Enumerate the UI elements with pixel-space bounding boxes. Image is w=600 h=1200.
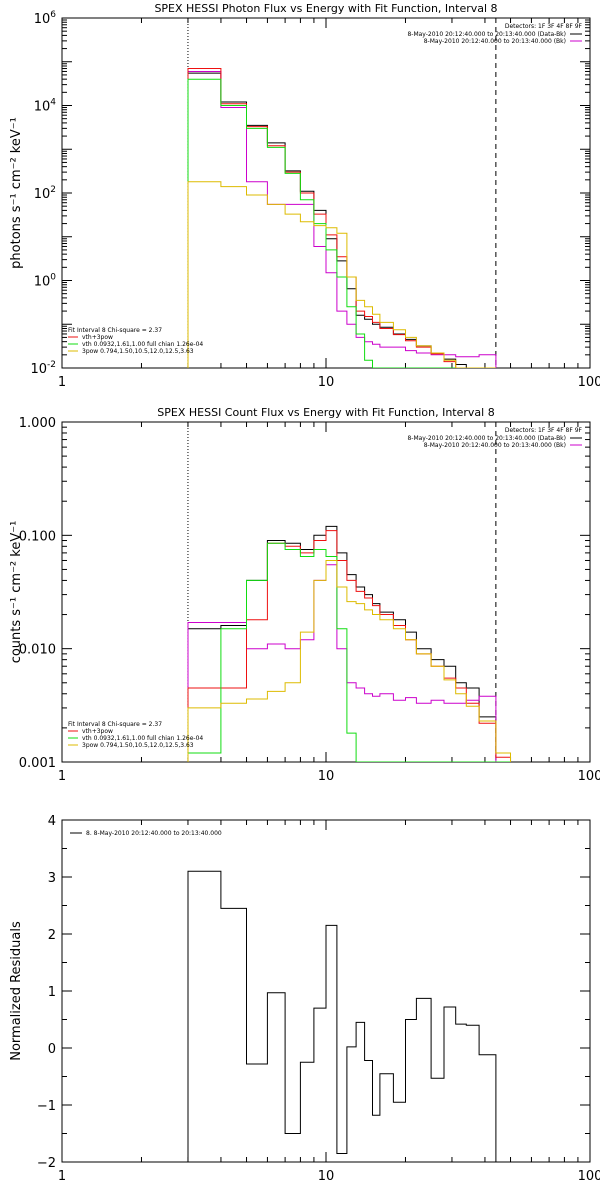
plot-area [187, 525, 511, 762]
y-tick-label: 0.010 [19, 643, 56, 658]
x-tick-label: 1 [58, 375, 66, 390]
x-tick-label: 1 [58, 1169, 66, 1184]
legend-fit-entry: 3pow 0.794,1.50,10.5,12.0,12.5,3.63 [82, 348, 194, 355]
x-tick-label: 100 [578, 769, 600, 784]
y-tick-label: 0.001 [19, 756, 56, 771]
y-tick-label: 4 [48, 814, 56, 829]
legend-entry: 8-May-2010 20:12:40.000 to 20:13:40.000 … [424, 442, 566, 449]
legend-entry: 8-May-2010 20:12:40.000 to 20:13:40.000 … [407, 31, 566, 38]
y-tick-label: −2 [37, 1156, 56, 1171]
legend-entry: 8. 8-May-2010 20:12:40.000 to 20:13:40.0… [86, 830, 222, 837]
series-line-data-bk [187, 525, 511, 762]
legend-fit-header: Fit Interval 8 Chi-square = 2.37 [68, 721, 162, 728]
x-tick-label: 100 [578, 1169, 600, 1184]
chart-title: SPEX HESSI Count Flux vs Energy with Fit… [157, 406, 494, 419]
legend-entry: 8-May-2010 20:12:40.000 to 20:13:40.000 … [407, 435, 566, 442]
series-line-3pow [187, 181, 496, 368]
x-tick-label: 10 [318, 375, 335, 390]
series-line-8-8-may-2010-20-12-40-000-to-20-13-40-000 [187, 870, 497, 1162]
y-axis-label: counts s⁻¹ cm⁻² keV⁻¹ [9, 521, 24, 664]
y-tick-label: 1 [48, 985, 56, 1000]
y-tick-label: 106 [34, 10, 57, 27]
legend-fit-header: Fit Interval 8 Chi-square = 2.37 [68, 327, 162, 334]
legend-fit-entry: 3pow 0.794,1.50,10.5,12.0,12.5,3.63 [82, 742, 194, 749]
y-tick-label: −1 [37, 1099, 56, 1114]
plot-area [187, 68, 497, 368]
count-flux-panel: SPEX HESSI Count Flux vs Energy with Fit… [9, 406, 600, 784]
series-line-bk [187, 564, 511, 762]
plot-area [187, 870, 497, 1162]
y-tick-label: 3 [48, 871, 56, 886]
y-axis-label: photons s⁻¹ cm⁻² keV⁻¹ [9, 117, 24, 269]
y-tick-label: 0 [48, 1042, 56, 1057]
chart-title: SPEX HESSI Photon Flux vs Energy with Fi… [154, 2, 497, 15]
y-tick-label: 104 [34, 98, 57, 115]
residuals-panel: 1 10 100 −2 −1 0 1 2 3 4 Normalized Residuals 8. 8-… [9, 814, 600, 1184]
legend-fit-entry: vth+3pow [82, 334, 113, 341]
photon-flux-panel: SPEX HESSI Photon Flux vs Energy with Fi… [9, 2, 600, 390]
legend-fit-entry: vth 0.0932,1.61,1.00 full chian 1.26e-04 [82, 341, 203, 348]
series-line-vth [187, 78, 496, 368]
legend-detectors: Detectors: 1F 3F 4F 8F 9F [505, 23, 583, 30]
x-tick-label: 1 [58, 769, 66, 784]
series-line-3pow [187, 560, 511, 762]
y-tick-label: 1.000 [19, 416, 56, 431]
series-line-vth [187, 542, 511, 762]
y-tick-label: 102 [34, 185, 56, 202]
x-tick-label: 100 [578, 375, 600, 390]
legend-fit-entry: vth+3pow [82, 728, 113, 735]
y-tick-label: 100 [34, 273, 57, 290]
x-tick-label: 10 [318, 769, 335, 784]
legend-fit-entry: vth 0.0932,1.61,1.00 full chian 1.26e-04 [82, 735, 203, 742]
x-tick-label: 10 [318, 1169, 335, 1184]
y-tick-label: 2 [48, 928, 56, 943]
y-tick-label: 0.100 [19, 529, 56, 544]
y-tick-label: 10-2 [30, 360, 56, 377]
legend-entry: 8-May-2010 20:12:40.000 to 20:13:40.000 … [424, 38, 566, 45]
y-axis-label: Normalized Residuals [9, 921, 24, 1061]
legend-detectors: Detectors: 1F 3F 4F 8F 9F [505, 427, 583, 434]
